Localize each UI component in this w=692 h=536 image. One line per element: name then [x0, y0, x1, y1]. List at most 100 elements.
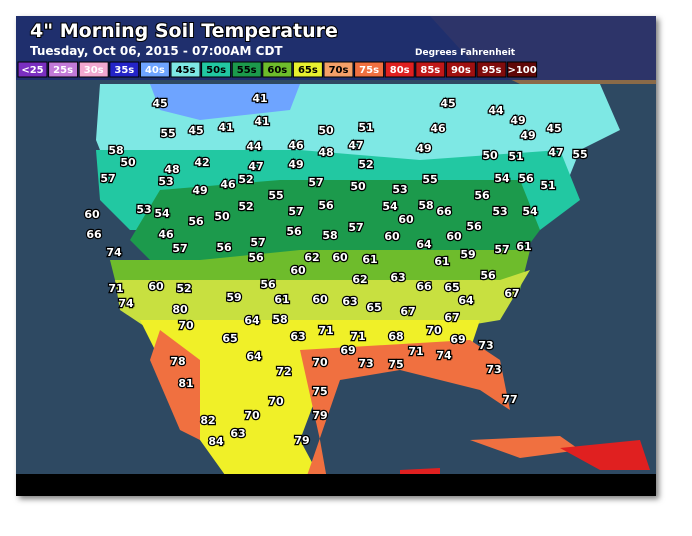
temperature-reading: 61: [434, 255, 449, 268]
temperature-reading: 50: [214, 210, 230, 223]
legend-swatch: [262, 61, 293, 78]
temperature-reading: 70: [312, 356, 328, 369]
temperature-reading: 73: [486, 363, 501, 376]
temperature-reading: 45: [546, 122, 561, 135]
units: Degrees Fahrenheit: [415, 48, 516, 58]
temperature-reading: 54: [522, 205, 538, 218]
temperature-reading: 60: [148, 280, 164, 293]
temperature-reading: 65: [444, 281, 459, 294]
temperature-reading: 47: [248, 160, 263, 173]
temperature-reading: 46: [158, 228, 174, 241]
temperature-reading: 47: [548, 146, 563, 159]
temperature-reading: 56: [260, 278, 276, 291]
temperature-reading: 58: [322, 229, 337, 242]
temperature-reading: 58: [108, 144, 123, 157]
band-75-baja: [150, 330, 200, 440]
temperature-reading: 57: [172, 242, 187, 255]
legend-label: >100: [507, 65, 536, 76]
temperature-reading: 59: [460, 248, 475, 261]
temperature-reading: 63: [342, 295, 357, 308]
temperature-reading: 41: [218, 121, 233, 134]
temperature-reading: 53: [392, 183, 407, 196]
temperature-reading: 57: [308, 176, 323, 189]
band-75: [300, 340, 510, 496]
temperature-reading: 49: [288, 158, 303, 171]
temperature-reading: 71: [408, 345, 423, 358]
temperature-reading: 61: [274, 293, 289, 306]
temperature-reading: 81: [178, 377, 193, 390]
temperature-reading: 64: [458, 294, 474, 307]
temperature-reading: 50: [318, 124, 334, 137]
temperature-reading: 69: [340, 344, 355, 357]
temperature-reading: 55: [160, 127, 175, 140]
legend-swatch: [445, 61, 476, 78]
temperature-reading: 52: [238, 200, 253, 213]
temperature-reading: 41: [252, 92, 267, 105]
map-bottom: [16, 474, 656, 496]
temperature-reading: 45: [440, 97, 455, 110]
temperature-reading: 80: [172, 303, 188, 316]
temperature-reading: 69: [450, 333, 465, 346]
temperature-reading: 75: [312, 385, 327, 398]
temperature-reading: 60: [384, 230, 400, 243]
temperature-reading: 63: [290, 330, 305, 343]
legend-swatch: [109, 61, 140, 78]
legend-label: 70s: [329, 65, 349, 76]
title: 4" Morning Soil Temperature: [30, 20, 338, 42]
temperature-reading: 78: [170, 355, 185, 368]
legend-label: 35s: [114, 65, 134, 76]
temperature-reading: 49: [192, 184, 207, 197]
temperature-reading: 48: [164, 163, 179, 176]
temperature-reading: 49: [520, 129, 535, 142]
temperature-reading: 56: [318, 199, 334, 212]
legend-swatch: [17, 61, 48, 78]
temperature-reading: 62: [304, 251, 319, 264]
legend-swatch: [507, 61, 538, 78]
temperature-reading: 63: [390, 271, 405, 284]
temperature-reading: 71: [318, 324, 333, 337]
temperature-reading: 41: [254, 115, 269, 128]
temperature-reading: 60: [446, 230, 462, 243]
temperature-reading: 59: [226, 291, 241, 304]
temperature-reading: 44: [246, 140, 262, 153]
temperature-reading: 61: [362, 253, 377, 266]
temperature-reading: 72: [276, 365, 291, 378]
legend-swatch: [384, 61, 415, 78]
temperature-reading: 56: [188, 215, 204, 228]
legend-swatch: [415, 61, 446, 78]
temperature-reading: 58: [272, 313, 287, 326]
temperature-reading: 57: [250, 236, 265, 249]
temperature-reading: 54: [382, 200, 398, 213]
legend-label: 85s: [420, 65, 440, 76]
temperature-reading: 67: [504, 287, 519, 300]
temperature-reading: 49: [416, 142, 431, 155]
temperature-reading: 54: [154, 207, 170, 220]
legend-swatch: [170, 61, 201, 78]
legend-label: 80s: [390, 65, 410, 76]
temperature-reading: 46: [288, 139, 304, 152]
temperature-reading: 57: [100, 172, 115, 185]
temperature-reading: 67: [400, 305, 415, 318]
temperature-reading: 57: [288, 205, 303, 218]
legend-swatch: [231, 61, 262, 78]
temperature-reading: 79: [312, 409, 327, 422]
temperature-reading: 42: [194, 156, 209, 169]
legend-swatch: [354, 61, 385, 78]
temperature-reading: 67: [444, 311, 459, 324]
temperature-reading: 71: [350, 330, 365, 343]
temperature-reading: 68: [388, 330, 403, 343]
map-regions: [16, 16, 656, 496]
temperature-reading: 74: [106, 246, 122, 259]
temperature-reading: 55: [572, 148, 587, 161]
temperature-reading: 70: [244, 409, 260, 422]
temperature-reading: 51: [540, 179, 555, 192]
readings: 45 41 41 41 45 55 50 51 45 44 49 46 45 49 42 48 44 47 46 49…: [83, 91, 589, 450]
temperature-reading: 60: [312, 293, 328, 306]
temperature-reading: 64: [416, 238, 432, 251]
temperature-reading: 66: [436, 205, 452, 218]
temperature-reading: 48: [318, 146, 333, 159]
temperature-reading: 74: [118, 297, 134, 310]
legend-label: 65s: [298, 65, 318, 76]
temperature-reading: 70: [178, 319, 194, 332]
